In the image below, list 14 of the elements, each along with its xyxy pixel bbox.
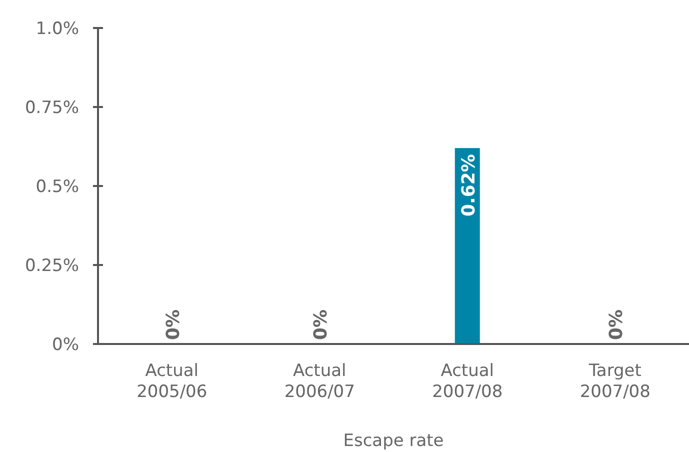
y-tick-label: 0% <box>52 334 79 355</box>
data-label: 0% <box>162 309 184 340</box>
x-axis-title: Escape rate <box>343 431 444 451</box>
x-tick-label: Target 2007/08 <box>580 361 650 402</box>
data-label: 0.62% <box>458 154 480 217</box>
data-label: 0% <box>310 309 332 340</box>
x-tick-label: Actual 2005/06 <box>136 361 208 402</box>
y-tick-label: 0.25% <box>24 256 79 276</box>
data-label: 0% <box>606 309 628 340</box>
x-tick-label: Actual 2006/07 <box>284 361 355 402</box>
y-tick-label: 0.75% <box>24 98 79 118</box>
y-tick-label: 1.0% <box>36 18 79 39</box>
y-tick-label: 0.5% <box>36 176 79 197</box>
x-tick-label: Actual 2007/08 <box>432 361 503 402</box>
